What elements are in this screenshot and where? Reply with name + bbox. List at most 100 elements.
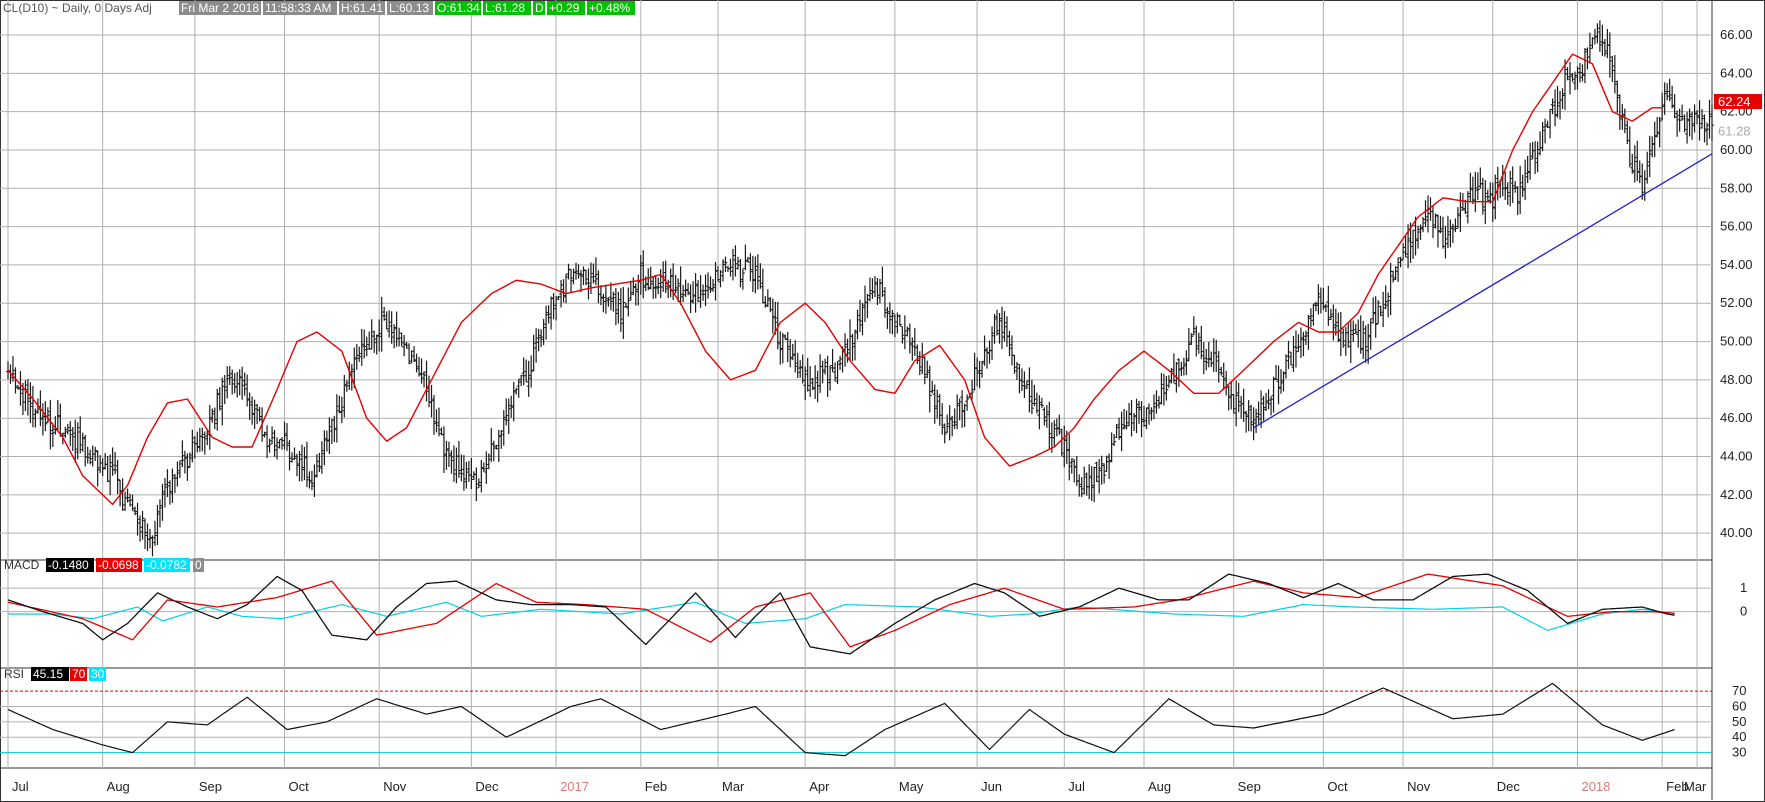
ohlc-bar	[524, 359, 529, 383]
ohlc-bar	[1563, 59, 1568, 110]
ohlc-bar	[1550, 98, 1555, 115]
ohlc-bar	[70, 427, 75, 451]
ohlc-bar	[828, 365, 833, 391]
ohlc-bar	[613, 288, 618, 326]
macd-signal-line	[7, 573, 1675, 648]
ohlc-bar	[272, 429, 277, 457]
ohlc-bar	[990, 326, 995, 360]
header-last-bg	[483, 1, 531, 15]
ohlc-bar	[242, 372, 247, 396]
ohlc-bar	[848, 319, 853, 361]
ohlc-bar	[225, 366, 230, 399]
ohlc-bar	[374, 334, 379, 355]
ohlc-bar	[838, 355, 843, 370]
ohlc-bar	[454, 447, 459, 484]
price-tick-label: 42.00	[1720, 487, 1753, 502]
ohlc-bar	[50, 423, 55, 447]
ohlc-bar	[740, 268, 745, 290]
month-label: Oct	[1327, 779, 1348, 794]
ohlc-bar	[506, 398, 511, 435]
ohlc-bar	[1463, 199, 1468, 215]
ohlc-bar	[257, 407, 262, 422]
ohlc-bar	[1069, 458, 1074, 474]
ohlc-bar	[1029, 379, 1034, 415]
ohlc-bar	[18, 371, 23, 406]
month-label: Dec	[1497, 779, 1521, 794]
ohlc-bar	[367, 331, 372, 350]
ohlc-bar	[1064, 430, 1069, 464]
ohlc-bar	[1401, 243, 1406, 260]
ohlc-bar	[870, 278, 875, 299]
ohlc-bar	[1582, 48, 1587, 84]
ohlc-bar	[100, 458, 105, 476]
month-label: 2017	[560, 779, 589, 794]
ohlc-bar	[514, 387, 519, 395]
ohlc-bar	[950, 415, 955, 437]
ohlc-bar	[1637, 160, 1642, 184]
ohlc-bar	[1450, 223, 1455, 243]
ohlc-bar	[382, 306, 387, 321]
header-high: H:61.41	[339, 1, 385, 15]
ohlc-bar	[656, 277, 661, 295]
ohlc-bar	[1540, 122, 1545, 152]
ohlc-bar	[1366, 323, 1371, 364]
ohlc-bar	[1523, 159, 1528, 201]
ohlc-bar	[115, 459, 120, 495]
ohlc-bar	[504, 398, 509, 426]
ohlc-bar	[267, 438, 272, 453]
ohlc-bar	[728, 258, 733, 277]
ohlc-bar	[294, 453, 299, 477]
ohlc-bar	[439, 427, 444, 436]
ohlc-bar	[701, 284, 706, 301]
ohlc-bar	[1336, 312, 1341, 342]
ohlc-bar	[628, 280, 633, 301]
ohlc-bar	[387, 310, 392, 338]
ohlc-bar	[1460, 193, 1465, 211]
ohlc-bar	[1107, 453, 1112, 479]
ohlc-bar	[970, 379, 975, 400]
ohlc-bar	[372, 330, 377, 353]
ohlc-bar	[397, 327, 402, 347]
ohlc-bar	[1647, 135, 1652, 178]
ohlc-bar	[481, 462, 486, 472]
ohlc-bar	[1313, 301, 1318, 312]
ohlc-bar	[1348, 320, 1353, 364]
ohlc-bar	[339, 396, 344, 424]
ohlc-bar	[1054, 418, 1059, 437]
ohlc-bar	[292, 447, 297, 460]
ohlc-bar	[1274, 365, 1279, 381]
month-label: Sep	[1238, 779, 1261, 794]
ohlc-bar	[1535, 141, 1540, 173]
ohlc-bar	[182, 450, 187, 474]
ohlc-bar	[369, 319, 374, 350]
ohlc-bar	[422, 371, 427, 388]
ohlc-bar	[1577, 62, 1582, 83]
ohlc-bar	[855, 309, 860, 340]
ohlc-bar	[713, 261, 718, 301]
ohlc-bar	[708, 276, 713, 293]
ohlc-bar	[1331, 304, 1336, 341]
ohlc-bar	[703, 274, 708, 307]
ohlc-bar	[1214, 339, 1219, 373]
ohlc-bar	[631, 277, 636, 295]
ohlc-bar	[930, 380, 935, 394]
ohlc-bar	[987, 340, 992, 364]
ohlc-bar	[1650, 136, 1655, 158]
ohlc-bar	[187, 452, 192, 468]
ohlc-bar	[546, 305, 551, 324]
rsi-value: 45.15	[31, 667, 69, 681]
ohlc-bar	[1470, 176, 1475, 205]
ohlc-bar	[1137, 400, 1142, 424]
rsi-tick-label: 40	[1732, 729, 1746, 744]
ohlc-bar	[140, 510, 145, 540]
ohlc-bar	[1585, 47, 1590, 70]
ohlc-bar	[312, 464, 317, 497]
month-label: Dec	[475, 779, 499, 794]
ohlc-bar	[1122, 408, 1127, 430]
ohlc-bar	[118, 479, 123, 507]
trendline	[1253, 153, 1713, 429]
ohlc-bar	[865, 293, 870, 319]
month-label: 2018	[1581, 779, 1610, 794]
ohlc-bar	[1655, 117, 1660, 138]
ohlc-bar	[1592, 28, 1597, 45]
